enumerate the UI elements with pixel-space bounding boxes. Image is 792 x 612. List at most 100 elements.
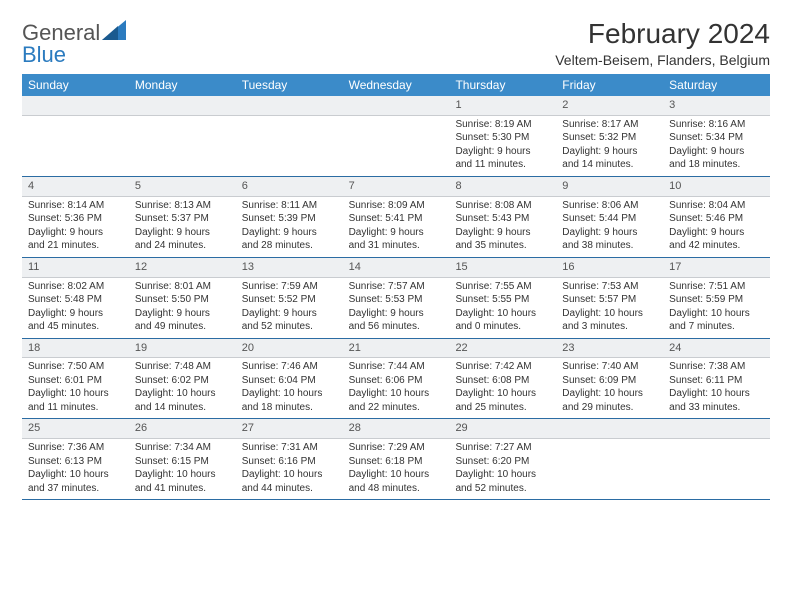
sunset-text: Sunset: 6:20 PM — [455, 455, 550, 469]
weekday-header: Friday — [556, 74, 663, 96]
info-cell: Sunrise: 7:42 AMSunset: 6:08 PMDaylight:… — [449, 358, 556, 418]
date-cell: 10 — [663, 177, 770, 196]
sunrise-text: Sunrise: 8:16 AM — [669, 118, 764, 132]
daylight-text: Daylight: 10 hours — [562, 307, 657, 321]
daylight-text-2: and 28 minutes. — [242, 239, 337, 253]
sunrise-text: Sunrise: 8:19 AM — [455, 118, 550, 132]
date-cell: 24 — [663, 339, 770, 358]
sunrise-text: Sunrise: 7:40 AM — [562, 360, 657, 374]
daylight-text: Daylight: 10 hours — [455, 387, 550, 401]
page-title: February 2024 — [555, 18, 770, 50]
sunset-text: Sunset: 6:09 PM — [562, 374, 657, 388]
sunrise-text: Sunrise: 8:13 AM — [135, 199, 230, 213]
sunset-text: Sunset: 6:16 PM — [242, 455, 337, 469]
daylight-text: Daylight: 9 hours — [349, 226, 444, 240]
daylight-text: Daylight: 9 hours — [669, 145, 764, 159]
sunrise-text: Sunrise: 8:08 AM — [455, 199, 550, 213]
date-cell — [556, 419, 663, 438]
daylight-text: Daylight: 9 hours — [28, 307, 123, 321]
date-cell: 1 — [449, 96, 556, 115]
sunrise-text: Sunrise: 7:34 AM — [135, 441, 230, 455]
calendar-info-row: Sunrise: 8:14 AMSunset: 5:36 PMDaylight:… — [22, 197, 770, 258]
daylight-text-2: and 14 minutes. — [135, 401, 230, 415]
daylight-text: Daylight: 9 hours — [135, 226, 230, 240]
date-cell — [236, 96, 343, 115]
info-cell: Sunrise: 8:17 AMSunset: 5:32 PMDaylight:… — [556, 116, 663, 176]
weekday-header: Thursday — [449, 74, 556, 96]
info-cell: Sunrise: 8:16 AMSunset: 5:34 PMDaylight:… — [663, 116, 770, 176]
info-cell — [236, 116, 343, 176]
daylight-text-2: and 11 minutes. — [455, 158, 550, 172]
daylight-text-2: and 22 minutes. — [349, 401, 444, 415]
daylight-text-2: and 35 minutes. — [455, 239, 550, 253]
daylight-text: Daylight: 10 hours — [669, 307, 764, 321]
info-cell: Sunrise: 7:53 AMSunset: 5:57 PMDaylight:… — [556, 278, 663, 338]
info-cell — [22, 116, 129, 176]
calendar-info-row: Sunrise: 7:50 AMSunset: 6:01 PMDaylight:… — [22, 358, 770, 419]
daylight-text: Daylight: 10 hours — [349, 387, 444, 401]
info-cell: Sunrise: 8:11 AMSunset: 5:39 PMDaylight:… — [236, 197, 343, 257]
daylight-text: Daylight: 10 hours — [669, 387, 764, 401]
info-cell: Sunrise: 7:55 AMSunset: 5:55 PMDaylight:… — [449, 278, 556, 338]
date-cell: 23 — [556, 339, 663, 358]
info-cell: Sunrise: 7:48 AMSunset: 6:02 PMDaylight:… — [129, 358, 236, 418]
sunrise-text: Sunrise: 8:09 AM — [349, 199, 444, 213]
daylight-text: Daylight: 10 hours — [455, 307, 550, 321]
calendar-date-row: 2526272829 — [22, 419, 770, 439]
sunset-text: Sunset: 5:41 PM — [349, 212, 444, 226]
daylight-text: Daylight: 10 hours — [349, 468, 444, 482]
sunrise-text: Sunrise: 7:44 AM — [349, 360, 444, 374]
daylight-text-2: and 56 minutes. — [349, 320, 444, 334]
weekday-header: Sunday — [22, 74, 129, 96]
info-cell: Sunrise: 7:34 AMSunset: 6:15 PMDaylight:… — [129, 439, 236, 499]
info-cell — [556, 439, 663, 499]
sunset-text: Sunset: 5:46 PM — [669, 212, 764, 226]
sunrise-text: Sunrise: 7:42 AM — [455, 360, 550, 374]
sunset-text: Sunset: 6:11 PM — [669, 374, 764, 388]
sunset-text: Sunset: 5:30 PM — [455, 131, 550, 145]
date-cell — [22, 96, 129, 115]
info-cell: Sunrise: 8:13 AMSunset: 5:37 PMDaylight:… — [129, 197, 236, 257]
sunset-text: Sunset: 6:01 PM — [28, 374, 123, 388]
sunrise-text: Sunrise: 8:11 AM — [242, 199, 337, 213]
sunset-text: Sunset: 5:37 PM — [135, 212, 230, 226]
daylight-text: Daylight: 10 hours — [242, 468, 337, 482]
info-cell: Sunrise: 8:08 AMSunset: 5:43 PMDaylight:… — [449, 197, 556, 257]
daylight-text-2: and 49 minutes. — [135, 320, 230, 334]
date-cell: 13 — [236, 258, 343, 277]
daylight-text-2: and 52 minutes. — [242, 320, 337, 334]
sunset-text: Sunset: 5:50 PM — [135, 293, 230, 307]
sunrise-text: Sunrise: 7:29 AM — [349, 441, 444, 455]
sunrise-text: Sunrise: 7:31 AM — [242, 441, 337, 455]
daylight-text: Daylight: 10 hours — [135, 387, 230, 401]
sunrise-text: Sunrise: 7:48 AM — [135, 360, 230, 374]
date-cell: 6 — [236, 177, 343, 196]
sunset-text: Sunset: 6:18 PM — [349, 455, 444, 469]
logo-text: General Blue — [22, 18, 126, 66]
sunrise-text: Sunrise: 7:59 AM — [242, 280, 337, 294]
date-cell: 5 — [129, 177, 236, 196]
daylight-text-2: and 52 minutes. — [455, 482, 550, 496]
daylight-text-2: and 29 minutes. — [562, 401, 657, 415]
daylight-text: Daylight: 10 hours — [242, 387, 337, 401]
date-cell: 3 — [663, 96, 770, 115]
daylight-text: Daylight: 9 hours — [242, 307, 337, 321]
sunset-text: Sunset: 6:02 PM — [135, 374, 230, 388]
sunrise-text: Sunrise: 8:14 AM — [28, 199, 123, 213]
date-cell: 29 — [449, 419, 556, 438]
info-cell: Sunrise: 7:46 AMSunset: 6:04 PMDaylight:… — [236, 358, 343, 418]
sunrise-text: Sunrise: 7:27 AM — [455, 441, 550, 455]
sunrise-text: Sunrise: 7:50 AM — [28, 360, 123, 374]
weekday-header: Tuesday — [236, 74, 343, 96]
info-cell: Sunrise: 7:44 AMSunset: 6:06 PMDaylight:… — [343, 358, 450, 418]
daylight-text: Daylight: 10 hours — [562, 387, 657, 401]
daylight-text-2: and 21 minutes. — [28, 239, 123, 253]
calendar-header-row: Sunday Monday Tuesday Wednesday Thursday… — [22, 74, 770, 96]
daylight-text-2: and 42 minutes. — [669, 239, 764, 253]
info-cell — [663, 439, 770, 499]
sunset-text: Sunset: 6:15 PM — [135, 455, 230, 469]
calendar: Sunday Monday Tuesday Wednesday Thursday… — [22, 74, 770, 500]
daylight-text: Daylight: 10 hours — [28, 387, 123, 401]
info-cell — [343, 116, 450, 176]
date-cell: 17 — [663, 258, 770, 277]
